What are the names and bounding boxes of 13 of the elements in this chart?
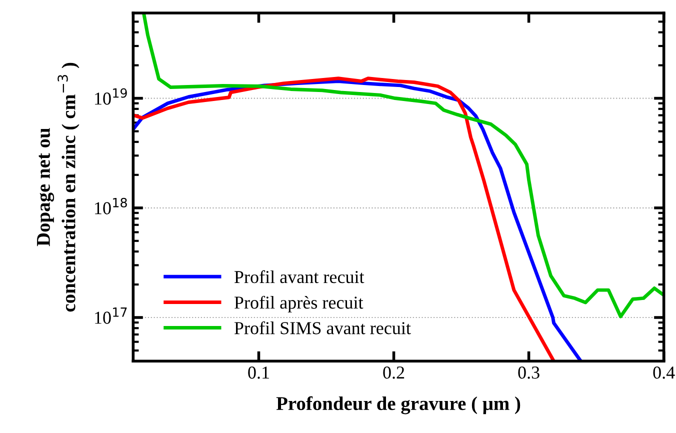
- legend-label: Profil SIMS avant recuit: [234, 321, 411, 334]
- x-tick-label: 0.3: [518, 366, 540, 379]
- line-series: [142, 12, 664, 318]
- y-axis-title: Dopage net ou concentration en zinc ( cm$^{−3}$ ): [37, 62, 80, 312]
- x-tick-label: 0.4: [653, 366, 675, 379]
- y-tick-label: 10$^{17}$: [95, 308, 127, 324]
- x-tick-label: 0.2: [383, 366, 404, 379]
- y-tick-label: 10$^{19}$: [95, 88, 127, 105]
- legend-label: Profil avant recuit: [234, 270, 364, 284]
- legend-label: Profil après recuit: [234, 296, 364, 312]
- x-axis-title: Profondeur de gravure ( μm ): [276, 396, 520, 414]
- y-tick-label: 10$^{18}$: [95, 198, 127, 214]
- x-tick-label: 0.1: [248, 366, 269, 379]
